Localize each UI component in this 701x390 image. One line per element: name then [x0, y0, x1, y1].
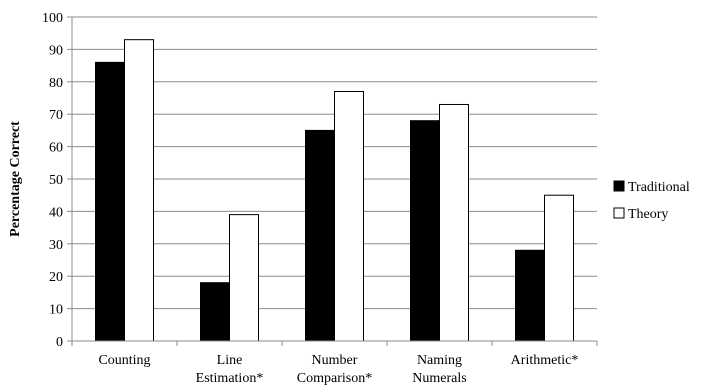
- bars: [95, 39, 574, 342]
- x-category-label-line: Naming: [417, 353, 462, 368]
- y-tick-label: 80: [49, 76, 63, 91]
- y-tick-label: 50: [49, 173, 63, 188]
- y-tick-label: 40: [49, 205, 63, 220]
- y-tick-label: 100: [42, 11, 63, 26]
- x-category-label-line: Counting: [98, 353, 150, 368]
- x-category-label: Counting: [98, 353, 150, 368]
- x-category-label-line: Numerals: [412, 371, 466, 386]
- x-category-label: Number Comparison*: [297, 353, 372, 386]
- y-tick-label: 10: [49, 303, 63, 318]
- y-tick-label: 90: [49, 43, 63, 58]
- legend-label-theory: Theory: [628, 207, 668, 222]
- bar-theory-4: [544, 194, 574, 342]
- y-tick-label: 20: [49, 270, 63, 285]
- y-axis-ticks: 0 10 20 30 40 50 60 70 80 90 100: [42, 11, 72, 350]
- legend-label-traditional: Traditional: [628, 180, 690, 195]
- x-category-label: Arithmetic*: [511, 353, 579, 368]
- legend-swatch-theory: [613, 207, 625, 219]
- bar-theory-0: [124, 39, 154, 342]
- bar-theory-2: [334, 91, 364, 342]
- bar-theory-3: [439, 103, 469, 342]
- bar-traditional-0: [95, 61, 125, 342]
- x-category-label-line: Estimation*: [196, 371, 264, 386]
- y-axis-title: Percentage Correct: [8, 121, 23, 237]
- x-category-label-line: Number: [312, 353, 358, 368]
- x-category-label-line: Arithmetic*: [511, 353, 579, 368]
- x-category-label: Naming Numerals: [412, 353, 466, 386]
- bar-theory-1: [229, 214, 259, 342]
- bar-traditional-1: [200, 282, 230, 342]
- y-tick-label: 30: [49, 238, 63, 253]
- axes: [71, 17, 598, 346]
- x-category-label: Line Estimation*: [196, 353, 264, 386]
- x-category-label-line: Line: [217, 353, 243, 368]
- x-axis-labels: Counting Line Estimation* Number Comparison*…: [98, 353, 578, 386]
- bar-traditional-2: [305, 129, 335, 342]
- legend: Traditional Theory: [613, 180, 690, 222]
- y-tick-label: 70: [49, 108, 63, 123]
- legend-swatch-traditional: [613, 180, 625, 192]
- y-tick-label: 60: [49, 141, 63, 156]
- bar-traditional-3: [410, 120, 440, 342]
- x-category-label-line: Comparison*: [297, 371, 372, 386]
- y-tick-label: 0: [56, 335, 63, 350]
- bar-traditional-4: [515, 249, 545, 342]
